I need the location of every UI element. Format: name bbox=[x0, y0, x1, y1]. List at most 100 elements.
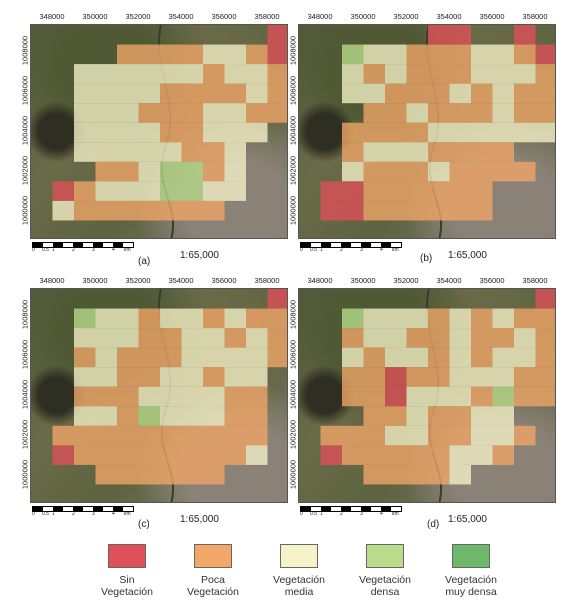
grid-cell-media bbox=[492, 347, 514, 368]
y-tick-label: 1000000 bbox=[288, 195, 298, 226]
grid-cell-media bbox=[406, 308, 428, 329]
grid-cell-media bbox=[181, 328, 203, 348]
grid-cell-poca bbox=[181, 425, 203, 446]
grid-cell-poca bbox=[267, 64, 287, 84]
grid-cell-poca bbox=[267, 308, 287, 329]
grid-cell-media bbox=[428, 122, 450, 143]
scale-unit: km bbox=[392, 511, 399, 517]
map-panel-a: 348000 350000 352000 354000 356000 358000 1008… bbox=[20, 10, 288, 270]
grid-cell-media bbox=[471, 44, 493, 65]
grid-cell-media bbox=[203, 328, 225, 348]
y-tick-label: 1004000 bbox=[20, 379, 30, 410]
grid-cell-media bbox=[471, 122, 493, 143]
grid-cell-poca bbox=[428, 406, 450, 426]
grid-cell-media bbox=[203, 181, 225, 201]
scale-bar: 0 0.5 1 2 3 4 km bbox=[300, 242, 410, 258]
grid-cell-media bbox=[138, 142, 160, 162]
grid-cell-poca bbox=[406, 83, 428, 104]
x-tick-label: 354000 bbox=[168, 12, 194, 21]
grid-cell-media bbox=[492, 83, 514, 104]
y-tick-label: 1002000 bbox=[288, 155, 298, 186]
x-tick-label: 348000 bbox=[39, 12, 65, 21]
legend-item-vegetacion-media: Vegetación media bbox=[254, 540, 344, 598]
grid-cell-poca bbox=[246, 386, 268, 407]
grid-cell-poca bbox=[406, 328, 428, 348]
y-axis-ticks: 1008000 1006000 1004000 1002000 1000000 bbox=[20, 24, 30, 239]
grid-cell-media bbox=[449, 83, 471, 104]
grid-cell-poca bbox=[363, 64, 385, 84]
grid-cell-poca bbox=[363, 122, 385, 143]
grid-cell-poca bbox=[535, 328, 555, 348]
grid-cell-media bbox=[246, 445, 268, 465]
grid-cell-poca bbox=[514, 367, 536, 387]
y-axis-ticks: 1008000 1006000 1004000 1002000 1000000 bbox=[288, 24, 298, 239]
grid-cell-media bbox=[471, 445, 493, 465]
grid-cell-media bbox=[428, 386, 450, 407]
grid-cell-poca bbox=[267, 328, 287, 348]
grid-cell-poca bbox=[471, 308, 493, 329]
grid-cell-media bbox=[95, 122, 117, 143]
grid-cell-media bbox=[181, 64, 203, 84]
grid-cell-poca bbox=[95, 161, 117, 182]
grid-cell-densa bbox=[160, 161, 182, 182]
grid-cell-poca bbox=[74, 445, 96, 465]
grid-cell-poca bbox=[428, 367, 450, 387]
grid-cell-poca bbox=[138, 464, 160, 485]
scale-label: 4 bbox=[380, 511, 383, 517]
grid-cell-media bbox=[246, 367, 268, 387]
grid-cell-poca bbox=[428, 308, 450, 329]
grid-cell-media bbox=[160, 367, 182, 387]
grid-cell-sin bbox=[52, 181, 74, 201]
grid-cell-poca bbox=[428, 103, 450, 123]
scale-bar-graphic bbox=[32, 242, 134, 248]
grid-cell-poca bbox=[203, 367, 225, 387]
grid-cell-media bbox=[74, 64, 96, 84]
grid-cell-poca bbox=[514, 44, 536, 65]
grid-cell-poca bbox=[471, 181, 493, 201]
grid-cell-poca bbox=[160, 425, 182, 446]
grid-cell-poca bbox=[514, 83, 536, 104]
x-tick-label: 348000 bbox=[307, 12, 333, 21]
scale-unit: km bbox=[392, 247, 399, 253]
grid-cell-sin bbox=[320, 445, 342, 465]
grid-cell-poca bbox=[160, 328, 182, 348]
grid-cell-poca bbox=[363, 347, 385, 368]
scale-bar: 0 0.5 1 2 3 4 km bbox=[32, 242, 142, 258]
grid-cell-poca bbox=[224, 83, 246, 104]
grid-cell-poca bbox=[160, 122, 182, 143]
grid-cell-poca bbox=[160, 103, 182, 123]
scale-unit: km bbox=[124, 247, 131, 253]
grid-cell-media bbox=[385, 44, 407, 65]
grid-cell-media bbox=[363, 44, 385, 65]
grid-cell-poca bbox=[492, 161, 514, 182]
grid-cell-poca bbox=[385, 406, 407, 426]
grid-cell-poca bbox=[406, 367, 428, 387]
grid-cell-media bbox=[138, 64, 160, 84]
grid-cell-poca bbox=[203, 464, 225, 485]
grid-cell-poca bbox=[428, 181, 450, 201]
scale-label: 4 bbox=[112, 247, 115, 253]
grid-cell-media bbox=[492, 425, 514, 446]
y-tick-label: 1006000 bbox=[20, 339, 30, 370]
grid-cell-media bbox=[342, 83, 364, 104]
grid-cell-poca bbox=[471, 200, 493, 221]
grid-cell-sin bbox=[320, 181, 342, 201]
grid-cell-media bbox=[514, 64, 536, 84]
grid-cell-poca bbox=[428, 200, 450, 221]
grid-cell-media bbox=[449, 308, 471, 329]
grid-cell-poca bbox=[95, 445, 117, 465]
grid-cell-media bbox=[117, 328, 139, 348]
grid-cell-sin bbox=[385, 386, 407, 407]
grid-cell-poca bbox=[74, 200, 96, 221]
grid-cell-poca bbox=[449, 425, 471, 446]
grid-cell-media bbox=[363, 308, 385, 329]
grid-cell-poca bbox=[74, 425, 96, 446]
scale-label: 0 bbox=[300, 511, 303, 517]
grid-cell-media bbox=[95, 181, 117, 201]
grid-cell-media bbox=[514, 347, 536, 368]
grid-cell-poca bbox=[428, 64, 450, 84]
grid-cell-media bbox=[74, 122, 96, 143]
grid-cell-poca bbox=[160, 83, 182, 104]
grid-cell-media bbox=[363, 142, 385, 162]
grid-cell-poca bbox=[224, 425, 246, 446]
